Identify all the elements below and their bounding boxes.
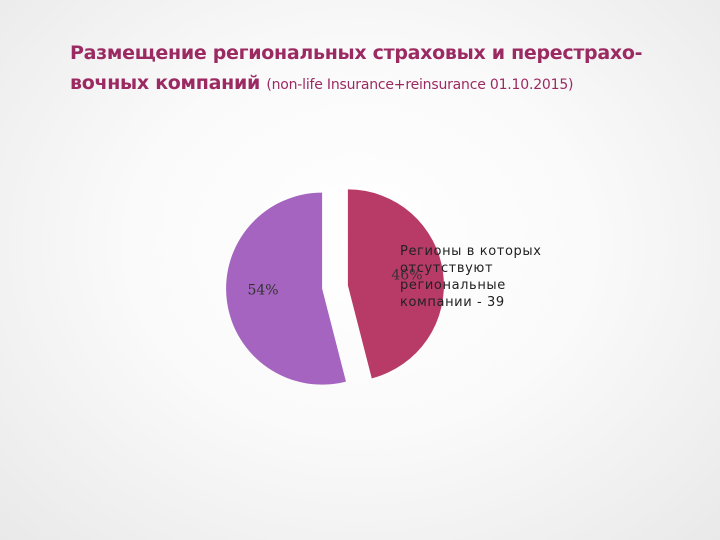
- slice-annotation: Регионы в которых отсутствуют региональн…: [400, 243, 600, 311]
- slice-label-54: 54%: [247, 283, 278, 299]
- chart-title-line1: Размещение региональных страховых и пере…: [70, 42, 643, 64]
- annotation-line: Регионы в которых: [400, 244, 542, 259]
- chart-title-main: вочных компаний: [70, 72, 260, 94]
- slice-label-46: 46%: [391, 267, 422, 283]
- pie-slice-46: [347, 189, 444, 379]
- annotation-line: компании - 39: [400, 295, 505, 310]
- chart-title-subtitle: (non-life Insurance+reinsurance 01.10.20…: [266, 77, 574, 93]
- chart-title-line2: вочных компаний (non-life Insurance+rein…: [70, 68, 690, 100]
- annotation-line: отсутствуют: [400, 261, 494, 276]
- annotation-line: региональные: [400, 278, 506, 293]
- chart-title: Размещение региональных страховых и пере…: [70, 38, 690, 100]
- pie-slice-54: [226, 192, 346, 385]
